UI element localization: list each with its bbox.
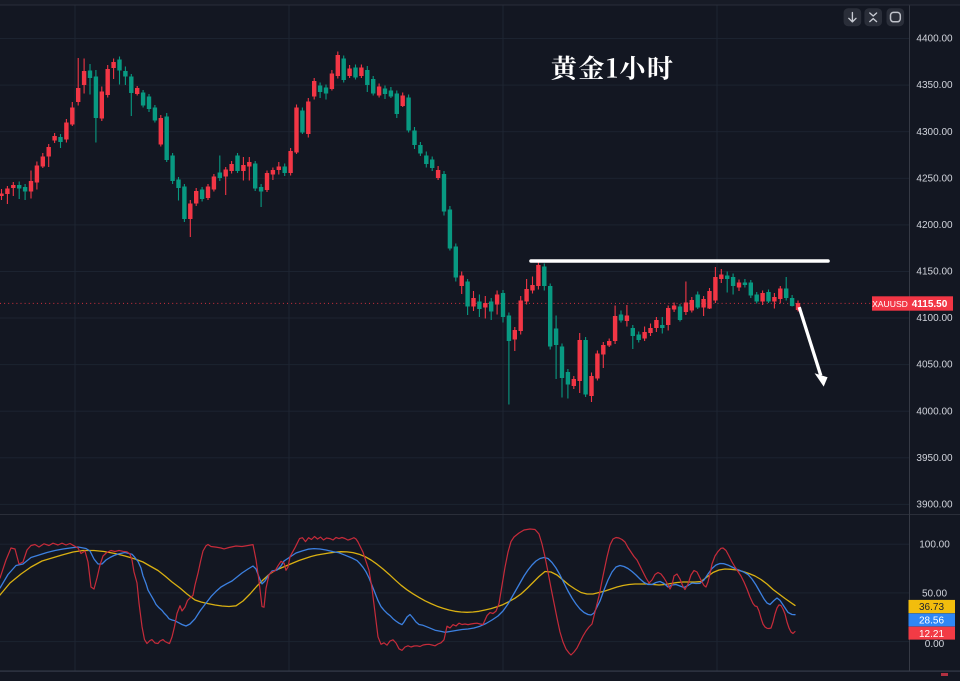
svg-text:50.00: 50.00 — [922, 589, 947, 600]
svg-text:12.21: 12.21 — [919, 629, 944, 640]
svg-text:4050.00: 4050.00 — [916, 360, 953, 371]
svg-text:4300.00: 4300.00 — [916, 127, 953, 138]
svg-text:100.00: 100.00 — [919, 539, 950, 550]
svg-text:XAUUSD: XAUUSD — [872, 299, 908, 309]
svg-text:36.73: 36.73 — [919, 602, 944, 613]
svg-text:4200.00: 4200.00 — [916, 220, 953, 231]
svg-text:3900.00: 3900.00 — [916, 500, 953, 511]
svg-text:0.00: 0.00 — [925, 639, 945, 650]
svg-text:3950.00: 3950.00 — [916, 453, 953, 464]
svg-text:28.56: 28.56 — [919, 616, 944, 627]
svg-text:4250.00: 4250.00 — [916, 173, 953, 184]
svg-text:4150.00: 4150.00 — [916, 267, 953, 278]
svg-text:4115.50: 4115.50 — [912, 299, 948, 310]
svg-text:4400.00: 4400.00 — [916, 34, 953, 45]
svg-text:4350.00: 4350.00 — [916, 80, 953, 91]
svg-text:4000.00: 4000.00 — [916, 406, 953, 417]
svg-text:4100.00: 4100.00 — [916, 313, 953, 324]
